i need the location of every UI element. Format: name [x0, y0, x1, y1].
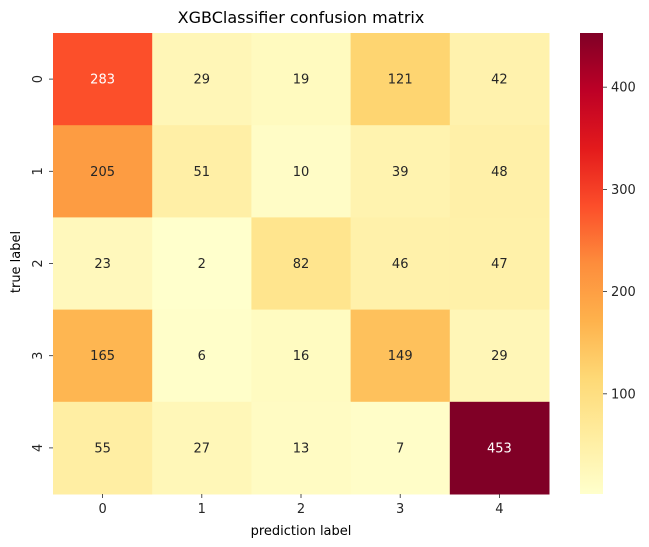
heatmap-cell — [152, 309, 252, 403]
cell-value-label: 46 — [392, 257, 409, 272]
cell-value-label: 16 — [293, 349, 310, 364]
heatmap-cell — [152, 217, 252, 311]
cell-value-label: 55 — [94, 441, 111, 456]
colorbar-tick-label: 300 — [611, 183, 636, 198]
y-tick-label: 3 — [31, 352, 46, 360]
heatmap-cell — [152, 401, 252, 495]
heatmap-cell — [53, 309, 153, 403]
y-tick-label: 1 — [31, 167, 46, 175]
heatmap-cell — [449, 125, 550, 218]
x-axis-ticks: 0 1 2 3 4 — [98, 494, 504, 517]
colorbar-tick-label: 400 — [611, 81, 636, 96]
cell-value-label: 7 — [396, 441, 404, 456]
heatmap-cell — [350, 309, 451, 403]
heatmap-cell — [53, 217, 153, 311]
x-tick-label: 4 — [495, 502, 503, 517]
x-tick-label: 1 — [198, 502, 206, 517]
colorbar-ticks: 100 200 300 400 — [603, 81, 636, 402]
cell-value-label: 149 — [388, 349, 413, 364]
x-tick-label: 0 — [98, 502, 106, 517]
colorbar-tick-label: 200 — [611, 285, 636, 300]
cell-value-label: 453 — [487, 441, 512, 456]
heatmap-cell — [449, 401, 550, 495]
cell-value-label: 47 — [491, 257, 508, 272]
y-tick-label: 0 — [31, 75, 46, 83]
cell-value-label: 13 — [293, 441, 310, 456]
heatmap-cell — [251, 309, 352, 403]
cell-value-label: 27 — [194, 441, 211, 456]
colorbar-tick-label: 100 — [611, 387, 636, 402]
cell-value-label: 2 — [198, 257, 206, 272]
heatmap-cell — [251, 401, 352, 495]
x-axis-label: prediction label — [251, 524, 352, 539]
heatmap-cell — [449, 309, 550, 403]
cell-value-label: 165 — [90, 349, 115, 364]
cell-value-label: 121 — [388, 73, 413, 88]
x-tick-label: 3 — [396, 502, 404, 517]
cell-value-label: 42 — [491, 73, 508, 88]
cell-value-label: 39 — [392, 165, 409, 180]
chart-title: XGBClassifier confusion matrix — [178, 8, 425, 27]
cell-value-label: 51 — [194, 165, 211, 180]
x-tick-label: 2 — [297, 502, 305, 517]
y-tick-label: 4 — [31, 444, 46, 452]
cell-value-label: 19 — [293, 73, 310, 88]
cell-value-label: 10 — [293, 165, 310, 180]
heatmap-cell — [251, 125, 352, 218]
cell-value-label: 6 — [198, 349, 206, 364]
heatmap-cell — [350, 217, 451, 311]
heatmap-cell — [251, 217, 352, 311]
cell-value-label: 48 — [491, 165, 508, 180]
heatmap-cell — [152, 33, 252, 126]
heatmap-cell — [350, 401, 451, 495]
heatmap-cell-labels: 283 29 19 121 42 205 51 10 39 48 23 2 82 46 47 165 6 16 14… — [90, 73, 512, 457]
heatmap-cells — [53, 33, 550, 495]
heatmap-cell — [53, 33, 153, 126]
heatmap-cell — [152, 125, 252, 218]
y-tick-label: 2 — [31, 259, 46, 267]
y-axis-label: true label — [9, 231, 24, 293]
heatmap-cell — [53, 125, 153, 218]
cell-value-label: 29 — [491, 349, 508, 364]
y-axis-ticks: 0 1 2 3 4 — [31, 75, 53, 452]
heatmap-cell — [449, 217, 550, 311]
cell-value-label: 205 — [90, 165, 115, 180]
colorbar — [580, 33, 603, 494]
heatmap-cell — [251, 33, 352, 126]
heatmap-cell — [53, 401, 153, 495]
heatmap-cell — [449, 33, 550, 126]
cell-value-label: 82 — [293, 257, 310, 272]
heatmap-cell — [350, 125, 451, 218]
cell-value-label: 29 — [194, 73, 211, 88]
cell-value-label: 283 — [90, 73, 115, 88]
cell-value-label: 23 — [94, 257, 111, 272]
heatmap-cell — [350, 33, 451, 126]
